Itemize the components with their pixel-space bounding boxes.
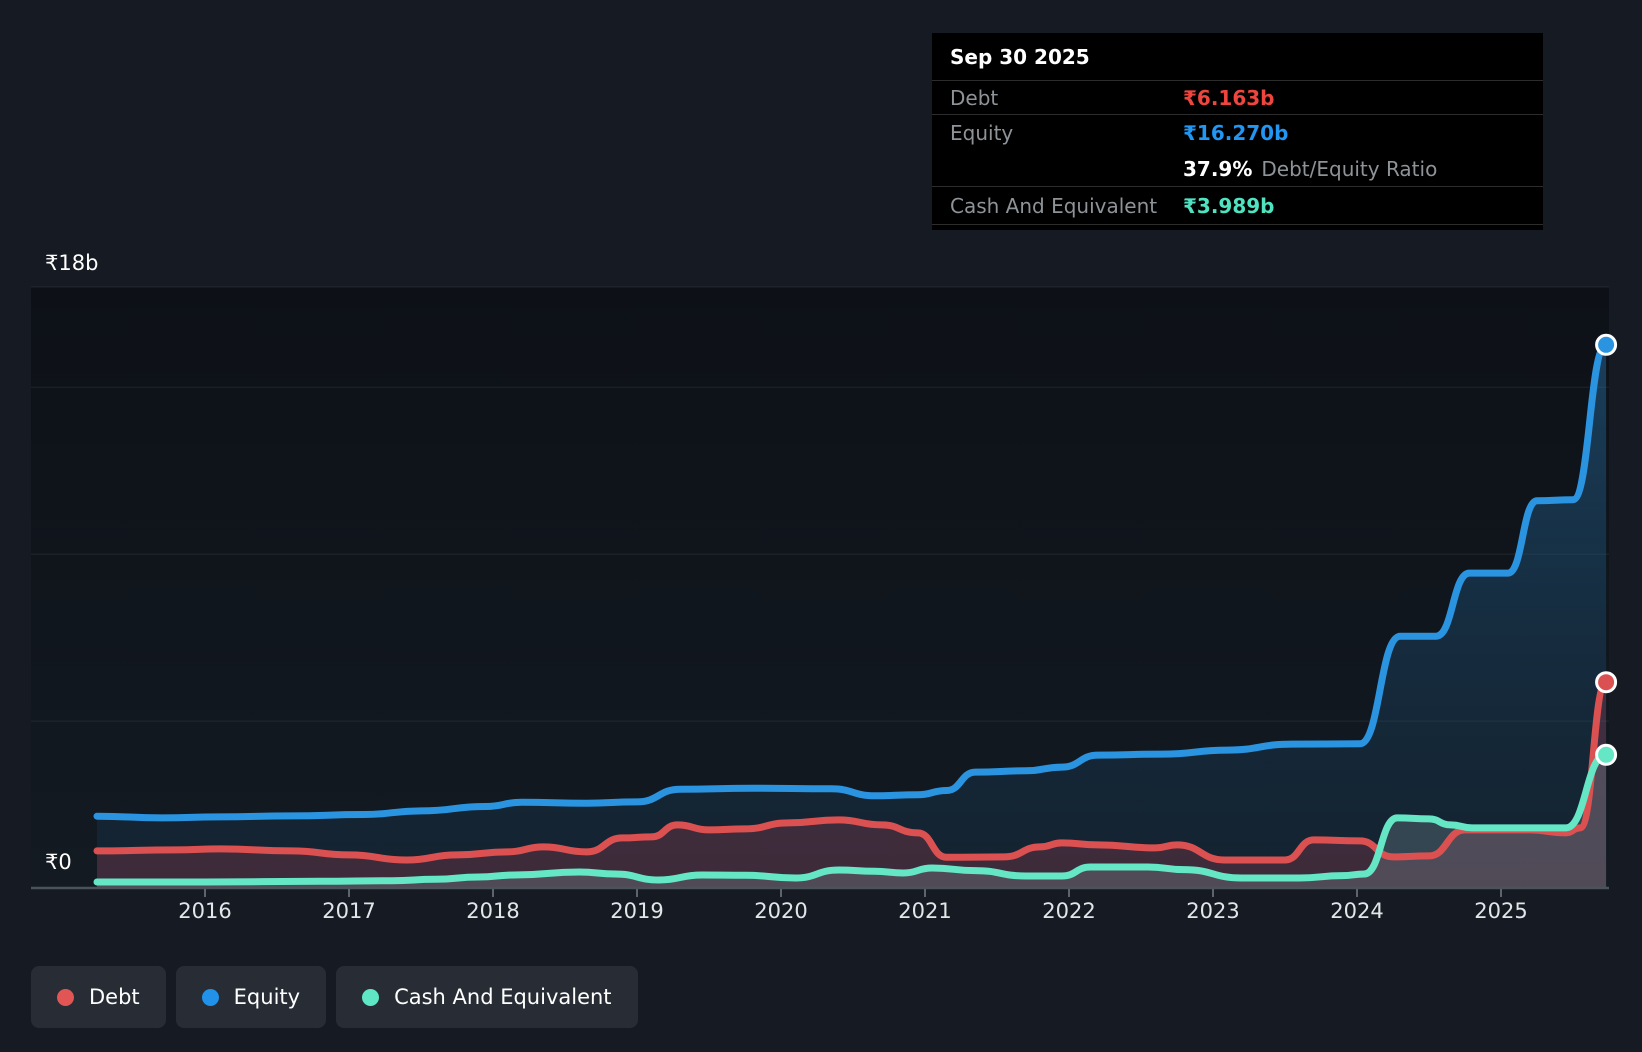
tooltip-ratio-value: 37.9%: [1183, 156, 1253, 181]
x-axis-year-label: 2018: [466, 899, 520, 923]
tooltip-equity-value: ₹16.270b: [1183, 121, 1289, 145]
legend-item-debt[interactable]: Debt: [31, 966, 166, 1028]
cash-area: [97, 754, 1607, 888]
y-axis-label-18b: ₹18b: [45, 251, 99, 275]
x-axis-year-label: 2019: [610, 899, 664, 923]
legend-equity-label: Equity: [233, 985, 301, 1009]
equity-line[interactable]: [93, 341, 1610, 822]
data-tooltip: Sep 30 2025 Debt ₹6.163b Equity ₹16.270b…: [932, 33, 1543, 230]
x-axis-year-label: 2022: [1042, 899, 1096, 923]
equity-end-dot[interactable]: [1595, 333, 1618, 356]
tooltip-date: Sep 30 2025: [932, 33, 1543, 81]
tooltip-ratio-row: 37.9% Debt/Equity Ratio: [932, 151, 1543, 187]
y-axis-label-0: ₹0: [45, 850, 72, 874]
tooltip-debt-label: Debt: [950, 85, 999, 110]
cash-end-dot[interactable]: [1595, 743, 1618, 766]
x-axis-year-label: 2016: [178, 899, 232, 923]
legend-cash-label: Cash And Equivalent: [394, 985, 612, 1009]
tooltip-cash-value: ₹3.989b: [1183, 193, 1275, 218]
x-axis-year-label: 2023: [1186, 899, 1240, 923]
tooltip-cash-label: Cash And Equivalent: [950, 193, 1158, 218]
tooltip-ratio: 37.9% Debt/Equity Ratio: [1183, 157, 1543, 181]
legend-item-cash[interactable]: Cash And Equivalent: [336, 966, 638, 1028]
legend-debt-label: Debt: [89, 985, 140, 1009]
cash-dot-icon: [362, 988, 380, 1006]
tooltip-cash-row: Cash And Equivalent ₹3.989b: [932, 187, 1543, 225]
legend-item-equity[interactable]: Equity: [175, 966, 327, 1028]
tooltip-debt-row: Debt ₹6.163b: [932, 81, 1543, 115]
debt-area: [97, 682, 1607, 888]
debt-line[interactable]: [93, 678, 1610, 864]
debt-end-dot[interactable]: [1595, 671, 1618, 694]
tooltip-debt-value: ₹6.163b: [1183, 85, 1275, 110]
equity-dot-icon: [201, 988, 219, 1006]
debt-dot-icon: [57, 988, 74, 1006]
x-axis-year-label: 2021: [898, 899, 952, 923]
tooltip-ratio-label: Debt/Equity Ratio: [1261, 156, 1438, 181]
cash-line[interactable]: [93, 751, 1610, 886]
x-axis-year-label: 2024: [1330, 899, 1384, 923]
x-axis-year-label: 2017: [322, 899, 376, 923]
tooltip-equity-row: Equity ₹16.270b: [932, 115, 1543, 151]
tooltip-bottom-pad: [932, 225, 1543, 230]
x-axis-year-label: 2020: [754, 899, 808, 923]
x-axis-year-label: 2025: [1474, 899, 1528, 923]
chart-legend: Debt Equity Cash And Equivalent: [31, 966, 638, 1028]
tooltip-equity-label: Equity: [950, 121, 1014, 145]
